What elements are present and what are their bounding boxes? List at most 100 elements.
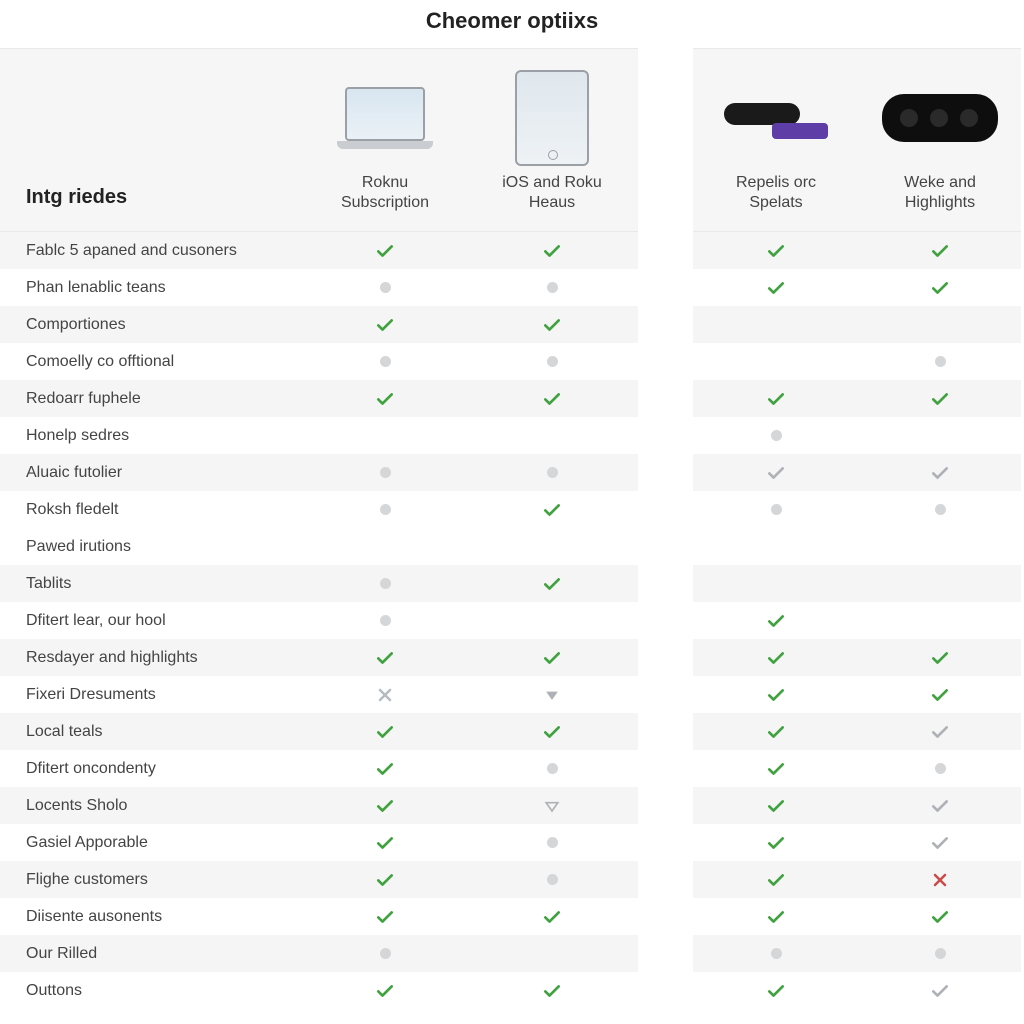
feature-cell [859,787,1021,824]
column-header: Repelis orc Spelats [693,48,859,232]
check-icon [541,499,563,521]
feature-row-label: Outtons [0,972,304,1009]
feature-cell [466,750,638,787]
feature-cell [304,750,466,787]
feature-cell [859,380,1021,417]
feature-cell [693,417,859,454]
check-gray-icon [929,721,951,743]
cross-icon [374,684,396,706]
feature-cell [304,380,466,417]
dot-icon [380,615,391,626]
feature-cell [859,343,1021,380]
column-gap [638,639,693,676]
feature-cell [466,713,638,750]
feature-cell [466,306,638,343]
check-icon [929,388,951,410]
feature-cell [466,454,638,491]
check-icon [541,388,563,410]
dot-icon [547,356,558,367]
check-icon [541,240,563,262]
check-gray-icon [929,795,951,817]
feature-row-label: Resdayer and highlights [0,639,304,676]
check-icon [765,388,787,410]
column-header: iOS and Roku Heaus [466,48,638,232]
feature-row-label: Comoelly co offtional [0,343,304,380]
feature-row-label: Tablits [0,565,304,602]
feature-cell [304,898,466,935]
column-gap [638,972,693,1009]
check-icon [929,240,951,262]
feature-cell [304,454,466,491]
check-icon [765,240,787,262]
feature-cell [693,935,859,972]
feature-cell [859,602,1021,639]
column-gap [638,528,693,565]
check-icon [765,869,787,891]
device-tablet-icon [466,49,638,173]
column-gap [638,676,693,713]
feature-cell [859,306,1021,343]
feature-row-label: Dfitert lear, our hool [0,602,304,639]
check-icon [929,684,951,706]
feature-cell [859,491,1021,528]
feature-cell [859,824,1021,861]
triangle-down-icon [541,684,563,706]
dot-icon [380,356,391,367]
feature-row-label: Pawed irutions [0,528,304,565]
feature-row-label: Honelp sedres [0,417,304,454]
device-laptop-icon [304,49,466,173]
dot-icon [547,837,558,848]
column-gap [638,787,693,824]
check-icon [929,277,951,299]
feature-cell [859,898,1021,935]
check-icon [541,980,563,1002]
column-header: Weke and Highlights [859,48,1021,232]
column-header: Roknu Subscription [304,48,466,232]
feature-cell [693,750,859,787]
feature-row-label: Aluaic futolier [0,454,304,491]
check-gray-icon [929,462,951,484]
feature-cell [466,565,638,602]
check-icon [374,758,396,780]
feature-cell [693,824,859,861]
check-gray-icon [765,462,787,484]
check-icon [765,610,787,632]
check-icon [765,721,787,743]
feature-cell [859,269,1021,306]
feature-cell [859,528,1021,565]
feature-cell [304,787,466,824]
column-gap [638,565,693,602]
feature-cell [859,232,1021,269]
feature-cell [693,269,859,306]
device-stick-icon [693,49,859,173]
dot-icon [935,948,946,959]
feature-cell [466,602,638,639]
column-gap [638,750,693,787]
feature-cell [304,935,466,972]
check-icon [765,980,787,1002]
column-gap [638,602,693,639]
feature-row-label: Roksh fledelt [0,491,304,528]
feature-cell [304,417,466,454]
check-icon [374,240,396,262]
feature-cell [304,972,466,1009]
check-icon [765,832,787,854]
feature-cell [693,491,859,528]
cross-icon [929,869,951,891]
check-icon [374,869,396,891]
feature-cell [859,713,1021,750]
feature-cell [304,565,466,602]
feature-row-label: Flighe customers [0,861,304,898]
feature-cell [693,787,859,824]
feature-cell [859,750,1021,787]
feature-cell [693,343,859,380]
col-label: iOS and Roku [502,174,602,191]
feature-cell [466,232,638,269]
feature-cell [859,454,1021,491]
feature-cell [304,269,466,306]
feature-cell [693,454,859,491]
feature-cell [466,639,638,676]
check-icon [374,314,396,336]
dot-icon [547,874,558,885]
row-header-label: Intg riedes [0,48,304,232]
